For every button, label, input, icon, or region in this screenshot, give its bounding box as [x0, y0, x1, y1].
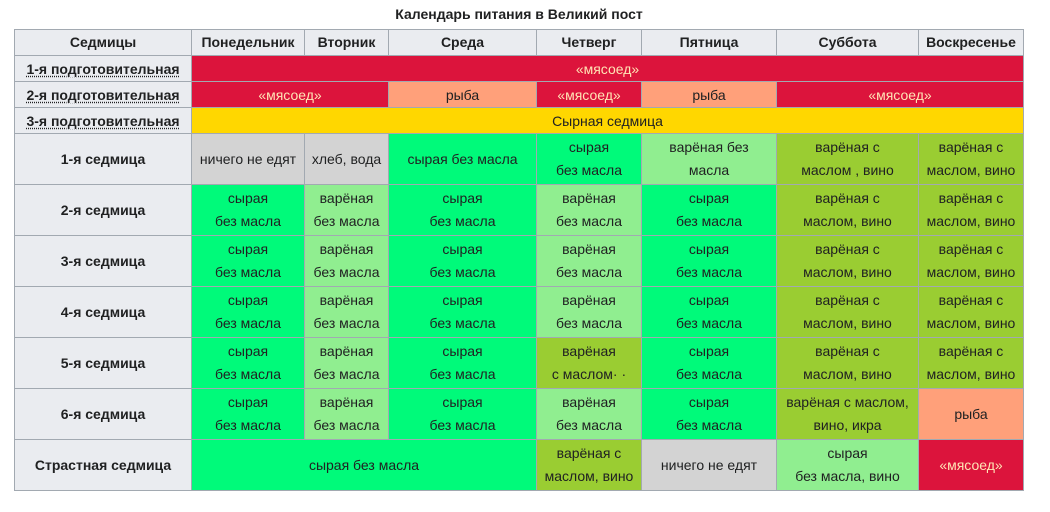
table-cell: варёная с маслом, вино: [776, 235, 919, 287]
table-cell: сырая без масла: [536, 133, 642, 185]
table-cell: сырая без масла: [191, 235, 305, 287]
table-row: 4-я седмица сырая без масла варёная без ма…: [14, 286, 1024, 338]
table-cell: сырая без масла: [191, 388, 305, 440]
table-cell: сырая без масла: [641, 337, 777, 389]
table-cell: сырая без масла: [191, 337, 305, 389]
table-cell: варёная без масла: [536, 184, 642, 236]
table-row: 6-я седмица сырая без масла варёная без ма…: [14, 388, 1024, 440]
table-cell: варёная без масла: [536, 388, 642, 440]
table-cell: рыба: [641, 81, 777, 108]
row-header: 3-я седмица: [14, 235, 192, 287]
table-cell: варёная с маслом, вино: [776, 337, 919, 389]
table-cell: варёная без масла: [304, 235, 389, 287]
table-cell: варёная без масла: [304, 388, 389, 440]
header-row: Седмицы Понедельник Вторник Среда Четвер…: [14, 29, 1024, 56]
table-cell: сырая без масла: [388, 235, 537, 287]
table-cell: сырая без масла: [388, 184, 537, 236]
row-header: 5-я седмица: [14, 337, 192, 389]
table-cell: сырая без масла: [388, 337, 537, 389]
table-cell: сырая без масла: [191, 439, 537, 491]
table-cell: «мясоед»: [776, 81, 1024, 108]
column-header-wednesday: Среда: [388, 29, 537, 56]
table-cell: варёная без масла: [536, 235, 642, 287]
column-header-sunday: Воскресенье: [918, 29, 1024, 56]
table-cell: хлеб, вода: [304, 133, 389, 185]
column-header-weeks: Седмицы: [14, 29, 192, 56]
table-cell: варёная без масла: [536, 286, 642, 338]
table-cell: сырая без масла: [191, 286, 305, 338]
table-cell: варёная с маслом· ·: [536, 337, 642, 389]
table-cell: сырая без масла: [641, 184, 777, 236]
column-header-tuesday: Вторник: [304, 29, 389, 56]
table-cell: варёная с маслом, вино, икра: [776, 388, 919, 440]
table-row: 2-я седмица сырая без масла варёная без ма…: [14, 184, 1024, 236]
row-header-link[interactable]: 2-я подготовительная: [14, 81, 192, 108]
row-header: Страстная седмица: [14, 439, 192, 491]
column-header-monday: Понедельник: [191, 29, 305, 56]
table-cell: сырая без масла: [388, 133, 537, 185]
table-cell: «мясоед»: [536, 81, 642, 108]
table-cell: «мясоед»: [191, 81, 389, 108]
column-header-friday: Пятница: [641, 29, 777, 56]
table-cell: варёная без масла: [304, 286, 389, 338]
row-header-link[interactable]: 1-я подготовительная: [14, 55, 192, 82]
table-cell: варёная с маслом, вино: [918, 235, 1024, 287]
table-cell: варёная без масла: [641, 133, 777, 185]
table-cell: варёная с маслом, вино: [918, 133, 1024, 185]
table-cell: варёная без масла: [304, 184, 389, 236]
table-cell: варёная с маслом , вино: [776, 133, 919, 185]
table-cell: «мясоед»: [918, 439, 1024, 491]
table-row: 5-я седмица сырая без масла варёная без ма…: [14, 337, 1024, 389]
table-cell: сырая без масла: [641, 235, 777, 287]
table-cell: ничего не едят: [641, 439, 777, 491]
table-cell: сырая без масла, вино: [776, 439, 919, 491]
table-row: 1-я подготовительная «мясоед»: [14, 55, 1024, 82]
table-cell: варёная с маслом, вино: [918, 337, 1024, 389]
row-header: 2-я седмица: [14, 184, 192, 236]
table-cell: сырая без масла: [641, 286, 777, 338]
table-row: Страстная седмица сырая без масла варёна…: [14, 439, 1024, 491]
table-cell: сырая без масла: [388, 286, 537, 338]
column-header-saturday: Суббота: [776, 29, 919, 56]
table-cell: варёная с маслом, вино: [918, 184, 1024, 236]
row-header-link[interactable]: 3-я подготовительная: [14, 107, 192, 134]
table-cell: варёная с маслом, вино: [536, 439, 642, 491]
table-cell: варёная с маслом, вино: [776, 184, 919, 236]
row-header: 4-я седмица: [14, 286, 192, 338]
table-cell: ничего не едят: [191, 133, 305, 185]
table-cell: Сырная седмица: [191, 107, 1024, 134]
table-cell: сырая без масла: [388, 388, 537, 440]
table-row: 2-я подготовительная «мясоед» рыба «мясо…: [14, 81, 1024, 108]
table-row: 1-я седмица ничего не едят хлеб, вода сы…: [14, 133, 1024, 185]
table-cell: варёная с маслом, вино: [776, 286, 919, 338]
table-row: 3-я седмица сырая без масла варёная без ма…: [14, 235, 1024, 287]
row-header: 1-я седмица: [14, 133, 192, 185]
row-header: 6-я седмица: [14, 388, 192, 440]
table-cell: сырая без масла: [641, 388, 777, 440]
table-cell: сырая без масла: [191, 184, 305, 236]
fasting-calendar-table: Седмицы Понедельник Вторник Среда Четвер…: [14, 29, 1024, 491]
table-cell: варёная без масла: [304, 337, 389, 389]
table-row: 3-я подготовительная Сырная седмица: [14, 107, 1024, 134]
table-caption: Календарь питания в Великий пост: [395, 6, 643, 22]
table-cell: рыба: [388, 81, 537, 108]
table-cell: «мясоед»: [191, 55, 1024, 82]
column-header-thursday: Четверг: [536, 29, 642, 56]
table-cell: варёная с маслом, вино: [918, 286, 1024, 338]
table-cell: рыба: [918, 388, 1024, 440]
